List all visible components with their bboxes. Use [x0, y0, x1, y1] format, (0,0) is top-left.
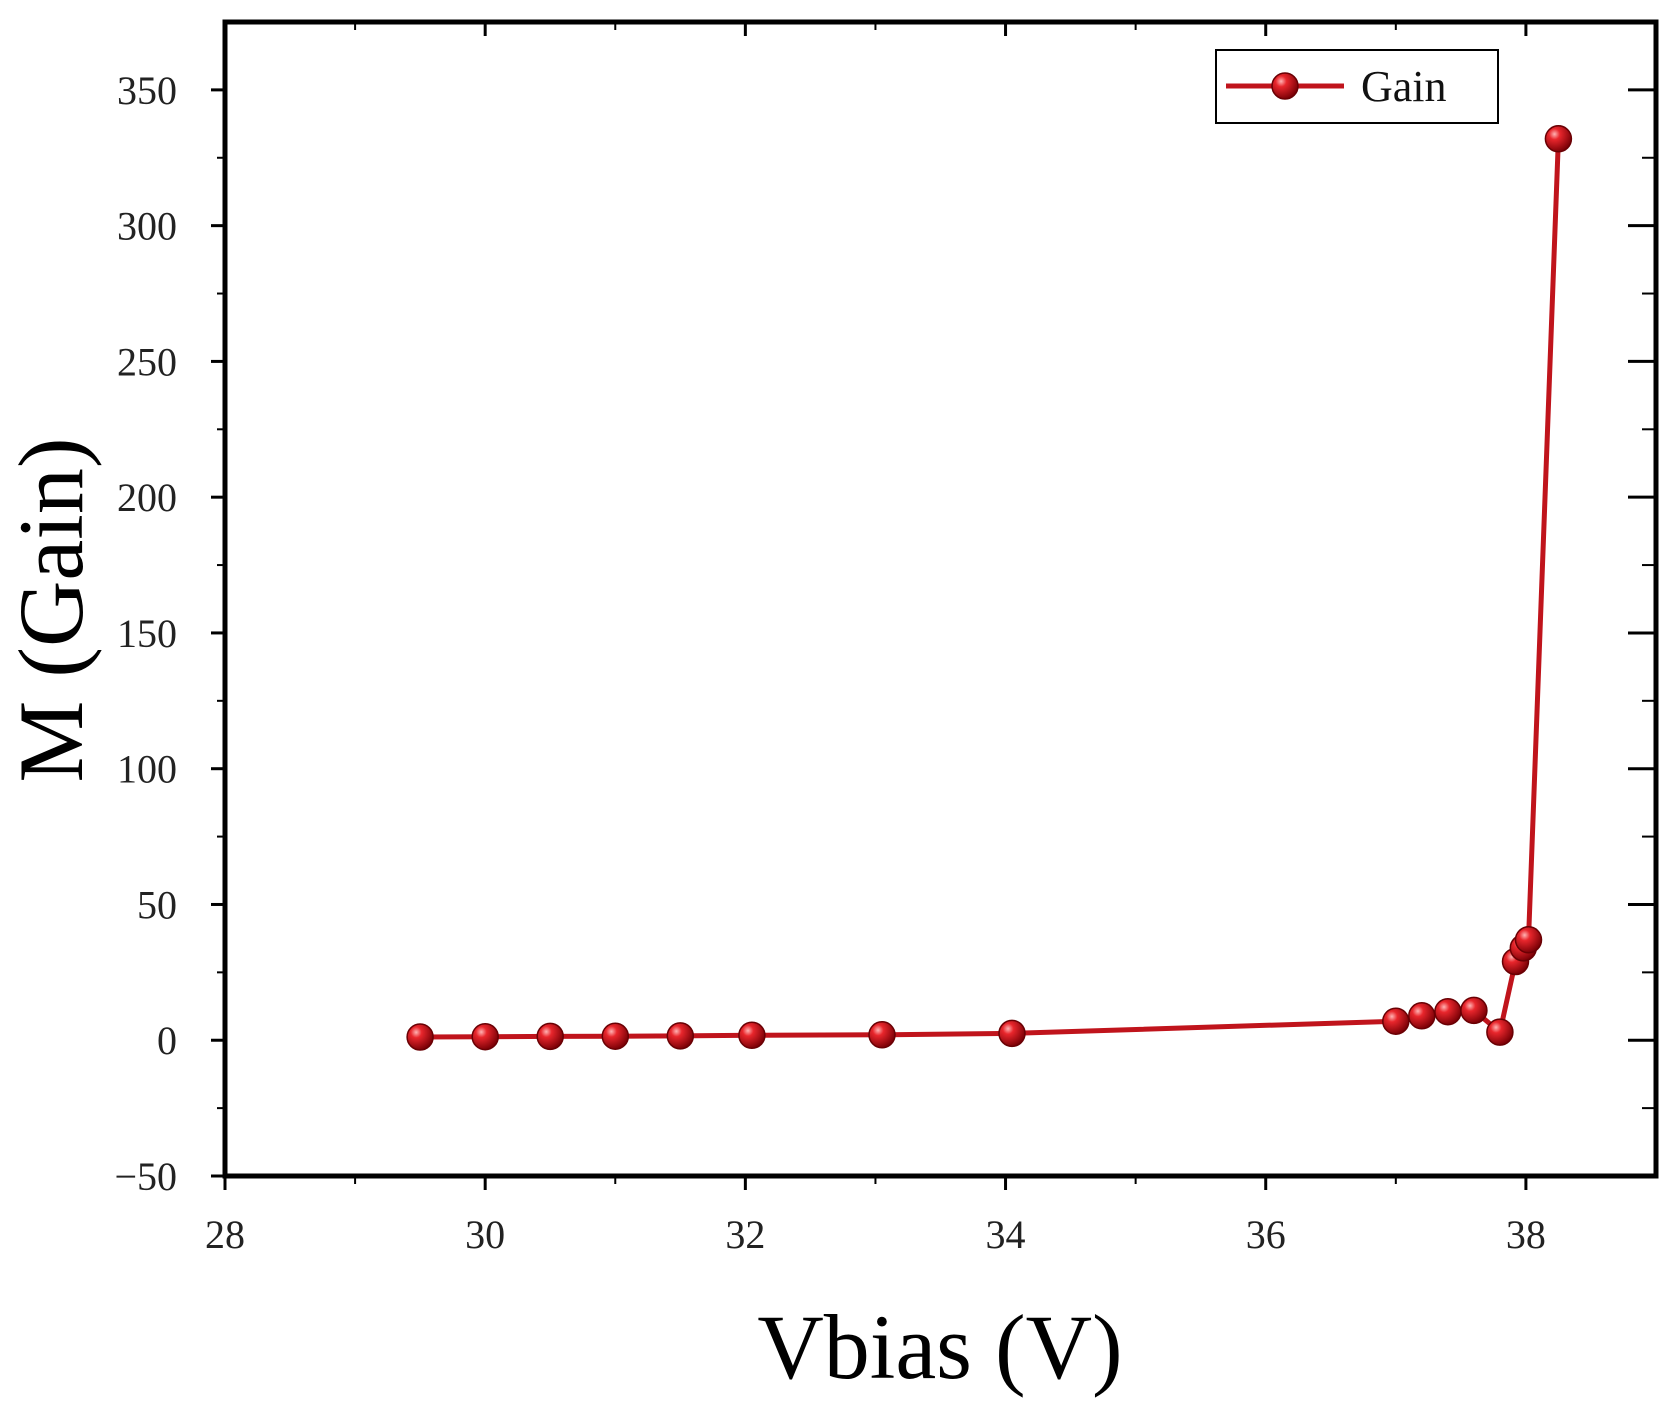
y-tick-label: 200 — [117, 475, 177, 520]
y-tick-label: 50 — [137, 882, 177, 927]
data-point — [1382, 1007, 1410, 1035]
gain-series-points — [406, 125, 1573, 1051]
data-point — [536, 1022, 564, 1051]
x-tick-label: 36 — [1246, 1212, 1286, 1257]
data-point — [998, 1019, 1026, 1048]
data-point — [1434, 997, 1462, 1026]
data-point — [471, 1022, 499, 1051]
legend: Gain — [1215, 49, 1499, 124]
data-point — [1408, 1002, 1436, 1030]
x-tick-label: 34 — [986, 1212, 1026, 1257]
y-tick-label: 250 — [117, 339, 177, 384]
data-point — [601, 1022, 630, 1050]
y-tick-label: −50 — [114, 1154, 177, 1199]
y-tick-label: 0 — [157, 1018, 177, 1063]
data-point — [406, 1023, 434, 1051]
x-axis-title: Vbias (V) — [757, 1296, 1122, 1398]
data-point — [1460, 996, 1488, 1025]
major-ticks — [211, 22, 1656, 1190]
x-tick-label: 28 — [205, 1212, 245, 1257]
legend-marker-sample — [1271, 72, 1299, 100]
y-axis-title: M (Gain) — [0, 438, 102, 783]
series-layer — [406, 125, 1573, 1051]
y-tick-label: 300 — [117, 204, 177, 249]
data-point — [666, 1022, 695, 1050]
y-tick-label: 100 — [117, 747, 177, 792]
x-tick-label: 30 — [465, 1212, 505, 1257]
minor-ticks — [217, 22, 1656, 1184]
y-tick-labels: −50 0 50 100 150 200 250 300 350 — [114, 68, 177, 1199]
y-tick-label: 150 — [117, 611, 177, 656]
y-tick-label: 350 — [117, 68, 177, 113]
x-tick-label: 38 — [1506, 1212, 1546, 1257]
plot-frame — [222, 19, 1659, 1179]
data-point — [1514, 926, 1543, 954]
legend-entry-gain: Gain — [1361, 62, 1447, 111]
data-point — [738, 1021, 766, 1050]
x-tick-labels: 28 30 32 34 36 38 — [205, 1212, 1546, 1257]
data-point — [1486, 1018, 1514, 1046]
data-point — [868, 1021, 896, 1049]
data-point — [1544, 125, 1573, 153]
x-tick-label: 32 — [725, 1212, 765, 1257]
